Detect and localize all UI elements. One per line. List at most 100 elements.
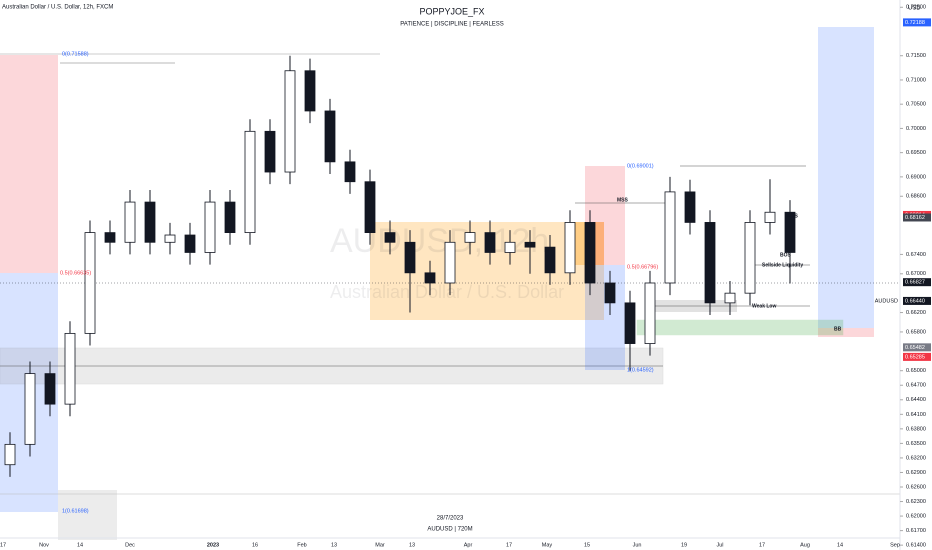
- y-tick-label: 0.68600: [906, 194, 926, 200]
- candle-body: [464, 232, 476, 243]
- candle-body: [784, 211, 796, 253]
- candle-body: [684, 191, 696, 223]
- y-tick-label: 0.62900: [906, 470, 926, 476]
- y-tick-label: 0.61700: [906, 528, 926, 534]
- candle-body: [504, 241, 516, 253]
- price-label-box: [903, 296, 931, 305]
- x-tick-label: 17: [759, 542, 765, 548]
- annotation: BB: [834, 326, 842, 332]
- candle-body: [4, 443, 16, 466]
- y-tick-label: 0.69500: [906, 150, 926, 156]
- candle-body: [24, 373, 36, 445]
- x-tick-label: May: [542, 542, 553, 548]
- x-tick-label: 16: [252, 542, 258, 548]
- price-label: 0.65285: [905, 354, 925, 360]
- annotation: 1(0.61698): [62, 508, 89, 514]
- price-label: 0.66440: [905, 298, 925, 304]
- x-tick-label: 17: [0, 542, 6, 548]
- x-tick-label: Aug: [800, 542, 810, 548]
- candle-body: [144, 201, 156, 243]
- x-tick-label: Sep: [890, 542, 900, 548]
- price-label: 0.72188: [905, 20, 925, 26]
- y-tick-label: 0.69000: [906, 174, 926, 180]
- y-tick-label: 0.70000: [906, 126, 926, 132]
- y-tick-label: 0.62600: [906, 484, 926, 490]
- annotation: BOS: [787, 213, 799, 219]
- annotation: Weak Low: [752, 303, 776, 309]
- y-tick-label: 0.63200: [906, 455, 926, 461]
- x-tick-label: 15: [584, 542, 590, 548]
- y-tick-label: 0.71000: [906, 77, 926, 83]
- x-tick-label: 2023: [207, 542, 219, 548]
- annotation: 0(0.71588): [62, 51, 89, 57]
- footer-symbol: AUDUSD | 720M: [427, 527, 472, 533]
- y-tick-label: 0.64700: [906, 383, 926, 389]
- candle-body: [44, 373, 56, 405]
- candle-body: [184, 234, 196, 253]
- candle-body: [484, 232, 496, 253]
- y-tick-label: 0.67000: [906, 271, 926, 277]
- price-label-box: [903, 352, 931, 361]
- price-label-box: [903, 18, 931, 27]
- candle-body: [744, 222, 756, 294]
- annotation: 1(0.64592): [627, 367, 654, 373]
- candle-body: [764, 211, 776, 223]
- footer-date: 28/7/2023: [437, 516, 464, 522]
- annotation: 0.5(0.66796): [627, 264, 658, 270]
- target-zone: [818, 27, 874, 328]
- candle-body: [444, 241, 456, 284]
- price-label: 0.66827: [905, 280, 925, 286]
- x-tick-label: Nov: [39, 542, 49, 548]
- y-tick-label: 0.71500: [906, 53, 926, 59]
- y-tick-label: 0.64400: [906, 397, 926, 403]
- candle-body: [364, 181, 376, 233]
- price-label-box: [903, 278, 931, 287]
- candle-body: [724, 292, 736, 304]
- candle-body: [284, 70, 296, 173]
- candle-body: [584, 222, 596, 284]
- candle-body: [244, 130, 256, 233]
- x-tick-label: Apr: [464, 542, 473, 548]
- y-tick-label: 0.63500: [906, 441, 926, 447]
- watermark: AUDUSD, 12h: [330, 222, 549, 260]
- y-tick-label: 0.62300: [906, 499, 926, 505]
- candle-body: [644, 282, 656, 344]
- y-tick-label: 0.62000: [906, 514, 926, 520]
- x-tick-label: Jul: [716, 542, 723, 548]
- y-tick-label: 0.63800: [906, 426, 926, 432]
- x-tick-label: Feb: [297, 542, 306, 548]
- y-tick-label: 0.64100: [906, 412, 926, 418]
- annotation: BOS: [780, 252, 792, 258]
- candle-body: [544, 246, 556, 274]
- x-tick-label: Jun: [633, 542, 642, 548]
- symbol-label: Australian Dollar / U.S. Dollar, 12h, FX…: [2, 5, 113, 11]
- x-tick-label: 14: [837, 542, 843, 548]
- candle-body: [404, 241, 416, 274]
- price-label: 0.65482: [905, 345, 925, 351]
- annotation: 0.5(0.66635): [60, 270, 91, 276]
- x-tick-label: Dec: [125, 542, 135, 548]
- candle-body: [324, 110, 336, 163]
- candle-body: [84, 232, 96, 334]
- x-tick-label: Mar: [375, 542, 385, 548]
- chart-subtitle: PATIENCE | DISCIPLINE | FEARLESS: [400, 22, 504, 28]
- candle-body: [704, 222, 716, 304]
- candle-body: [664, 191, 676, 284]
- currency[interactable]: USD: [908, 6, 921, 12]
- candle-body: [304, 70, 316, 112]
- candle-body: [164, 234, 176, 243]
- gray-zone: [58, 490, 117, 540]
- candle-body: [264, 130, 276, 173]
- x-tick-label: 14: [77, 542, 83, 548]
- candle-body: [624, 302, 636, 344]
- stop-zone: [818, 328, 874, 337]
- candle-body: [344, 161, 356, 183]
- y-tick-label: 0.67400: [906, 252, 926, 258]
- chart-title: POPPYJOE_FX: [419, 6, 484, 16]
- x-tick-label: 13: [331, 542, 337, 548]
- candle-body: [104, 232, 116, 243]
- green-zone: [636, 319, 844, 336]
- candle-body: [424, 272, 436, 284]
- candle-body: [604, 282, 616, 304]
